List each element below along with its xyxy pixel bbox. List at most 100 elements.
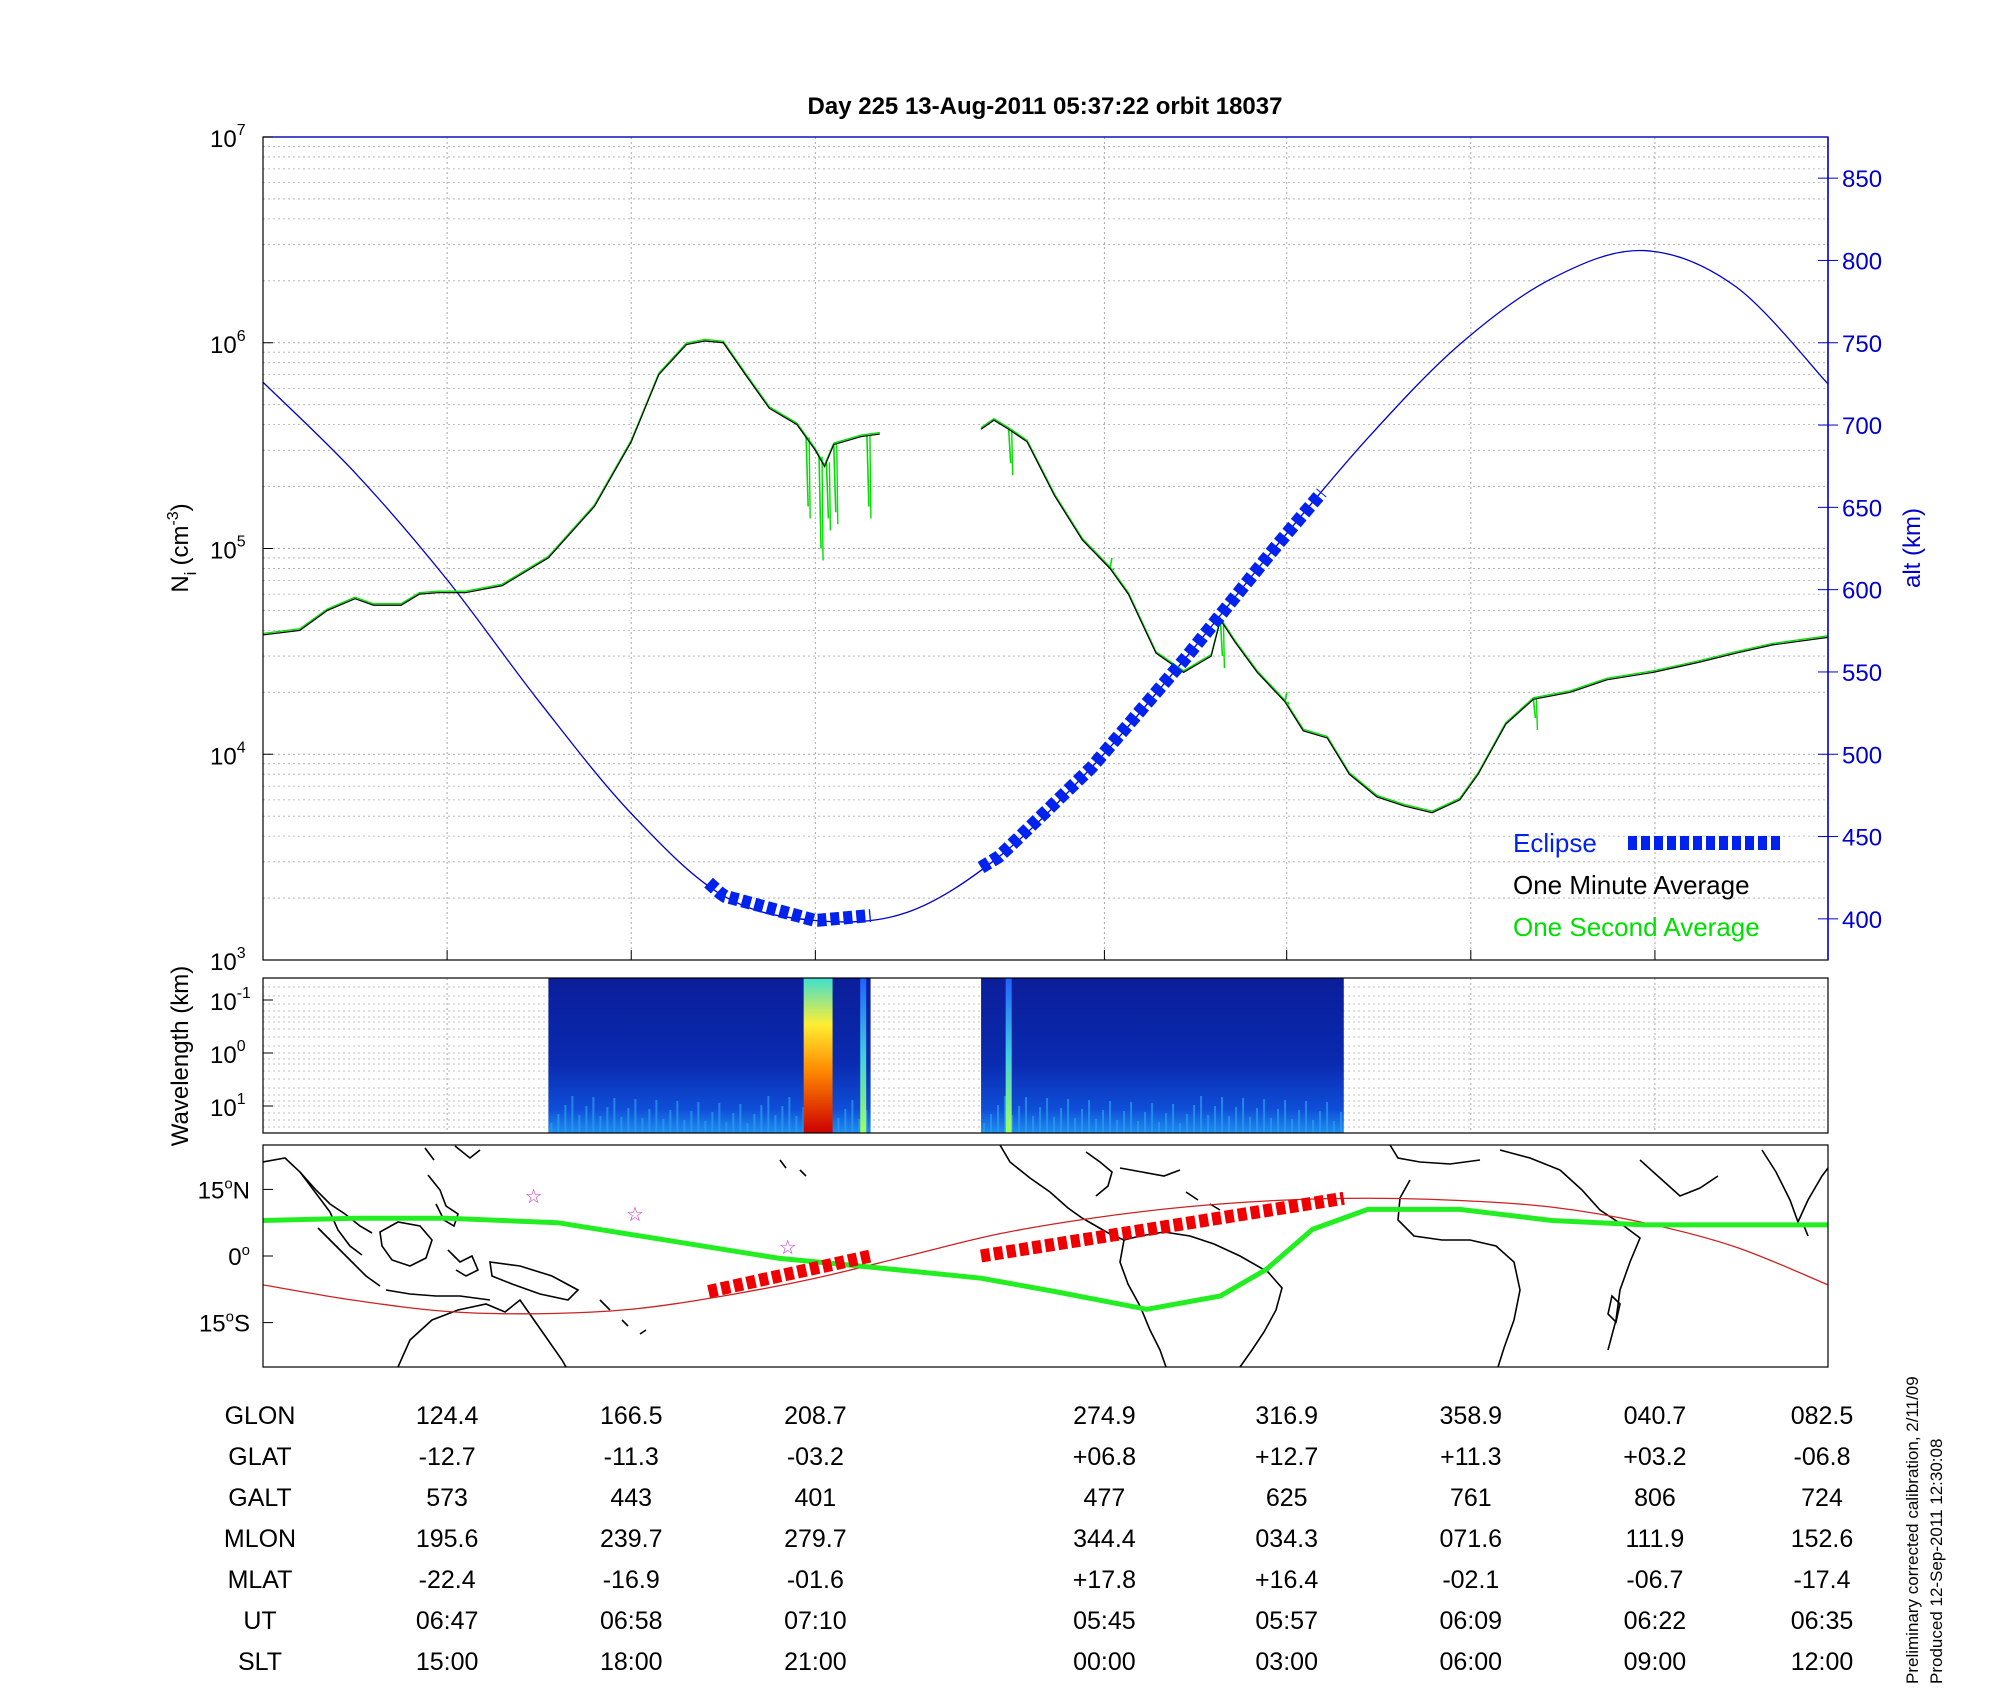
one-second-series: [263, 338, 1828, 812]
coast-pacific-islands: [599, 1159, 807, 1335]
coast-asia: [263, 1157, 373, 1234]
wavelength-y-tick-base: 10: [210, 1042, 237, 1069]
ephemeris-cell: -16.9: [603, 1566, 660, 1594]
ephemeris-row-label: GALT: [228, 1484, 291, 1512]
ephemeris-cell: 03:00: [1255, 1648, 1318, 1676]
coast-new-guinea: [489, 1261, 580, 1301]
one-second-spike: [1219, 619, 1224, 657]
density-ylabel-units: (cm: [167, 526, 194, 566]
ephemeris-row-label: GLON: [225, 1402, 296, 1430]
density-y-tick-base: 10: [210, 743, 237, 770]
density-ylabel-main: N: [167, 575, 194, 592]
coast-caribbean: [1119, 1167, 1221, 1211]
spectrogram-bright-band: [1005, 978, 1012, 1133]
density-y-tick-label: 106: [210, 328, 246, 359]
ephemeris-cell: -11.3: [604, 1443, 659, 1471]
wavelength-y-tick-label: 101: [210, 1091, 246, 1122]
ephemeris-cell: 316.9: [1255, 1402, 1318, 1430]
one-second-spike: [866, 435, 870, 507]
ephemeris-cell: -02.1: [1442, 1566, 1499, 1594]
map-axes-frame: [262, 1144, 1829, 1368]
coast-arabia: [1639, 1159, 1719, 1197]
map-y-tick-degree: o: [226, 1309, 234, 1326]
footnote-line1: Preliminary corrected calibration, 2/11/…: [1903, 1376, 1922, 1684]
density-ylabel-exp: -3: [165, 511, 182, 525]
ephemeris-cell: 18:00: [600, 1648, 663, 1676]
ephemeris-cell: 082.5: [1791, 1402, 1854, 1430]
ephemeris-cell: 06:47: [416, 1607, 479, 1635]
density-y-tick-label: 105: [210, 534, 246, 565]
ephemeris-cell: 279.7: [784, 1525, 847, 1553]
ephemeris-cell: 06:00: [1440, 1648, 1503, 1676]
ephemeris-table: GLON GLAT GALT MLON MLAT UT SLT 124.4 -12.7 573 19…: [224, 1402, 1853, 1676]
ephemeris-cell: 06:58: [600, 1607, 663, 1635]
ephemeris-cell: +11.3: [1440, 1443, 1501, 1471]
wavelength-y-tick-exp: 0: [237, 1038, 246, 1055]
ephemeris-row-label: MLON: [224, 1525, 296, 1553]
altitude-tick-label: 700: [1842, 413, 1882, 440]
map-lines: [263, 1191, 1828, 1315]
altitude-tick-label: 850: [1842, 166, 1882, 193]
wavelength-y-tick-exp: -1: [237, 985, 251, 1002]
coast-australia: [397, 1298, 567, 1367]
one-second-spike: [1284, 692, 1288, 702]
map-content: ☆ ☆ ☆: [263, 1145, 1828, 1367]
ephemeris-cell: 071.6: [1440, 1525, 1503, 1553]
map-y-tick-value: 15: [198, 1177, 225, 1204]
ephemeris-cell: 12:00: [1791, 1648, 1854, 1676]
ephemeris-cell: +03.2: [1623, 1443, 1686, 1471]
eclipse-segment: [977, 488, 1327, 874]
ephemeris-cell: +06.8: [1073, 1443, 1136, 1471]
one-second-spike: [1287, 701, 1290, 705]
one-second-spike: [1532, 699, 1537, 719]
density-ylabel-close: ): [167, 503, 194, 511]
density-y-tick-exp: 5: [237, 534, 246, 551]
one-second-spike: [869, 435, 872, 519]
ephemeris-cell: 195.6: [416, 1525, 479, 1553]
ephemeris-cell: +12.7: [1255, 1443, 1318, 1471]
ephemeris-cell: -17.4: [1794, 1566, 1851, 1594]
altitude-tick-label: 650: [1842, 495, 1882, 522]
ephemeris-cell: 208.7: [784, 1402, 847, 1430]
wavelength-y-tick-label: 100: [210, 1038, 246, 1069]
ephemeris-cell: 573: [426, 1484, 468, 1512]
ephemeris-cell: 166.5: [600, 1402, 663, 1430]
legend-eclipse-label: Eclipse: [1513, 828, 1597, 858]
ephemeris-cell: 15:00: [416, 1648, 479, 1676]
density-ylabel: Ni (cm-3): [165, 503, 200, 592]
one-second-line: [263, 338, 880, 635]
altitude-tick-label: 550: [1842, 660, 1882, 687]
ephemeris-cell: 761: [1450, 1484, 1492, 1512]
coast-africa: [1397, 1179, 1521, 1367]
coast-europe: [1389, 1145, 1561, 1171]
magnetic-star-marker: ☆: [779, 1237, 797, 1259]
coast-south-america: [1123, 1231, 1283, 1367]
map-y-tick-value: 15: [199, 1311, 226, 1338]
eclipse-segment: [704, 877, 872, 927]
coast-sri-lanka: [1803, 1225, 1809, 1237]
density-y-tick-base: 10: [210, 332, 237, 359]
density-series: [263, 249, 1828, 927]
wavelength-y-ticks: 10 -1 100 101: [210, 985, 273, 1122]
one-second-spike: [836, 444, 839, 525]
altitude-tick-label: 450: [1842, 825, 1882, 852]
coast-sulawesi: [447, 1249, 480, 1277]
ephemeris-cell: -01.6: [787, 1566, 844, 1594]
ephemeris-cell: 040.7: [1624, 1402, 1687, 1430]
footnote-line2: Produced 12-Sep-2011 12:30:08: [1927, 1439, 1946, 1684]
ephemeris-row-label: SLT: [238, 1648, 282, 1676]
one-second-spike: [1222, 619, 1226, 669]
one-second-spike: [832, 444, 837, 513]
one-second-spike: [818, 456, 822, 549]
spectrogram-bright-band: [816, 978, 833, 1133]
coast-sumatra: [317, 1227, 381, 1287]
altitude-y-ticks: 400 450 500 550 600 650 700 750 800 850: [1818, 166, 1882, 934]
map-y-tick-degree: o: [224, 1175, 232, 1192]
density-y-tick-exp: 6: [237, 328, 246, 345]
one-second-spike: [1010, 429, 1014, 476]
one-second-spike: [808, 437, 811, 519]
